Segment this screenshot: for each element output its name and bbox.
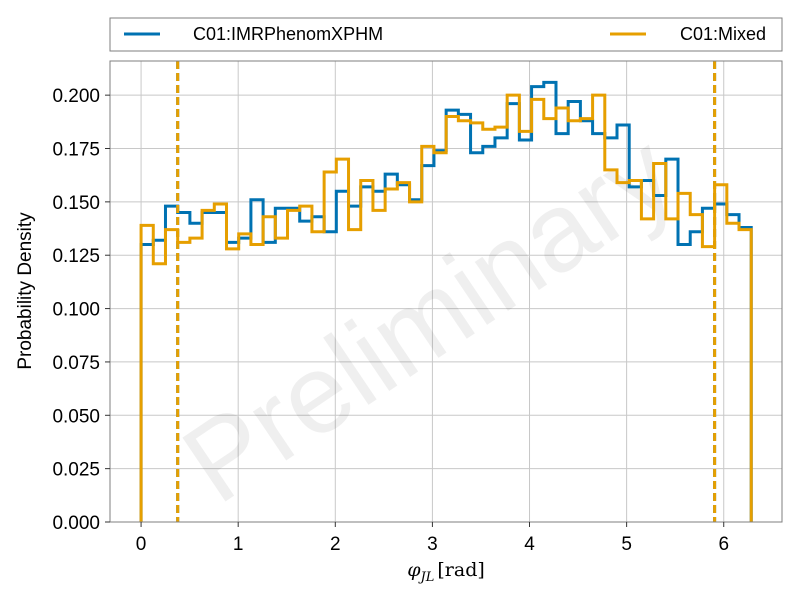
- y-tick-label: 0.000: [52, 513, 100, 534]
- grid-lines: [110, 61, 782, 523]
- x-axis-label-unit: [rad]: [437, 559, 484, 581]
- y-axis-label: Probability Density: [15, 212, 36, 370]
- x-axis-label-symbol: φ: [407, 559, 421, 581]
- y-tick-label: 0.100: [52, 300, 100, 321]
- y-axis-ticks: 0.000 0.025 0.050 0.075 0.100 0.125 0.150 0.175…: [52, 86, 110, 534]
- x-axis-ticks: 0 1 2 3 4 5 6: [136, 522, 729, 555]
- x-tick-label: 4: [524, 534, 535, 555]
- y-tick-label: 0.150: [52, 193, 100, 214]
- x-tick-label: 3: [427, 534, 438, 555]
- legend-box: [109, 17, 783, 52]
- y-tick-label: 0.125: [52, 246, 100, 267]
- plot-frame: [109, 60, 783, 523]
- y-tick-label: 0.050: [52, 406, 100, 427]
- legend-label-mixed: C01:Mixed: [680, 24, 766, 44]
- x-tick-label: 1: [233, 534, 244, 555]
- x-tick-label: 5: [621, 534, 632, 555]
- y-tick-label: 0.175: [52, 140, 100, 161]
- series-layer: [139, 61, 753, 522]
- histogram-mixed: [139, 93, 753, 522]
- x-tick-label: 0: [136, 534, 147, 555]
- watermark-text: Preliminary: [161, 110, 695, 527]
- y-tick-label: 0.075: [52, 353, 100, 374]
- x-axis-label: φJL [rad]: [407, 559, 485, 585]
- legend: C01:IMRPhenomXPHM C01:Mixed: [109, 17, 783, 52]
- x-tick-label: 6: [718, 534, 729, 555]
- y-tick-label: 0.200: [52, 86, 100, 107]
- y-tick-label: 0.025: [52, 460, 100, 481]
- legend-label-imrphenomxphm: C01:IMRPhenomXPHM: [193, 24, 383, 44]
- x-tick-label: 2: [330, 534, 341, 555]
- x-axis-label-subscript: JL: [418, 570, 435, 585]
